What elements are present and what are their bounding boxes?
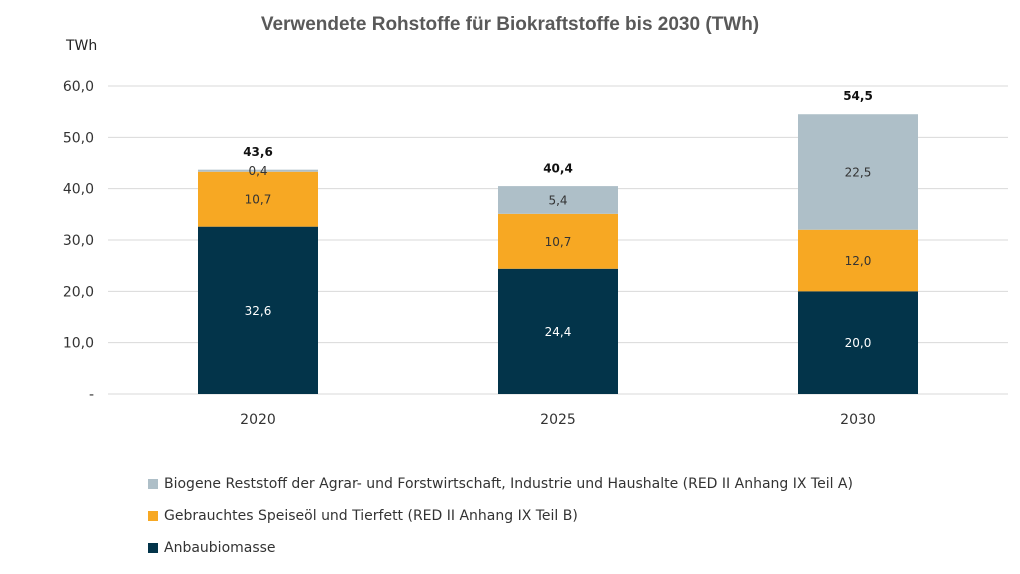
y-tick-label: 30,0	[63, 233, 94, 249]
y-tick-label: 40,0	[63, 182, 94, 198]
bar-segment	[798, 229, 918, 292]
y-tick-label: 50,0	[63, 130, 94, 146]
y-tick-label: 60,0	[63, 79, 94, 95]
y-axis-unit-label: TWh	[66, 38, 98, 54]
x-tick-label: 2020	[240, 412, 276, 428]
legend-swatch-anbaubiomasse	[148, 543, 158, 553]
bar-segment	[198, 226, 318, 394]
chart-legend: Biogene Reststoff der Agrar- und Forstwi…	[148, 474, 853, 570]
bar-total-label: 54,5	[843, 89, 873, 103]
legend-label-anbaubiomasse: Anbaubiomasse	[164, 540, 276, 556]
bar-value-label: 5,4	[548, 193, 567, 207]
bar-segment	[798, 114, 918, 230]
legend-item-speiseoel: Gebrauchtes Speiseöl und Tierfett (RED I…	[148, 506, 853, 526]
bar-segment	[498, 186, 618, 214]
legend-swatch-rest	[148, 479, 158, 489]
bar-segment	[498, 213, 618, 269]
chart-title: Verwendete Rohstoffe für Biokraftstoffe …	[260, 14, 760, 35]
bar-total-label: 40,4	[543, 162, 573, 176]
stacked-bar-chart: - 10,0 20,0 30,0 40,0 50,0 60,0 32,6 10,7 0,4 43,6…	[63, 79, 1008, 428]
legend-label-speiseoel: Gebrauchtes Speiseöl und Tierfett (RED I…	[164, 508, 578, 524]
y-tick-label: 20,0	[63, 284, 94, 300]
bar-value-label: 0,4	[248, 164, 267, 178]
y-tick-label: 10,0	[63, 336, 94, 352]
bar-segment	[798, 291, 918, 394]
bar-segment	[198, 171, 318, 227]
x-tick-label: 2030	[840, 412, 876, 428]
bar-value-label: 22,5	[845, 165, 872, 179]
bar-segment	[498, 268, 618, 394]
legend-item-anbaubiomasse: Anbaubiomasse	[148, 538, 853, 558]
bar-value-label: 24,4	[545, 325, 572, 339]
bar-value-label: 12,0	[845, 254, 872, 268]
bar-value-label: 20,0	[845, 336, 872, 350]
y-tick-label: -	[89, 387, 94, 403]
x-tick-label: 2025	[540, 412, 576, 428]
bar-value-label: 32,6	[245, 304, 272, 318]
bar-segment	[198, 169, 318, 172]
legend-swatch-speiseoel	[148, 511, 158, 521]
bar-value-label: 10,7	[245, 193, 272, 207]
bar-value-label: 10,7	[545, 235, 572, 249]
bar-total-label: 43,6	[243, 145, 273, 159]
legend-label-rest: Biogene Reststoff der Agrar- und Forstwi…	[164, 476, 853, 492]
legend-item-rest: Biogene Reststoff der Agrar- und Forstwi…	[148, 474, 853, 494]
